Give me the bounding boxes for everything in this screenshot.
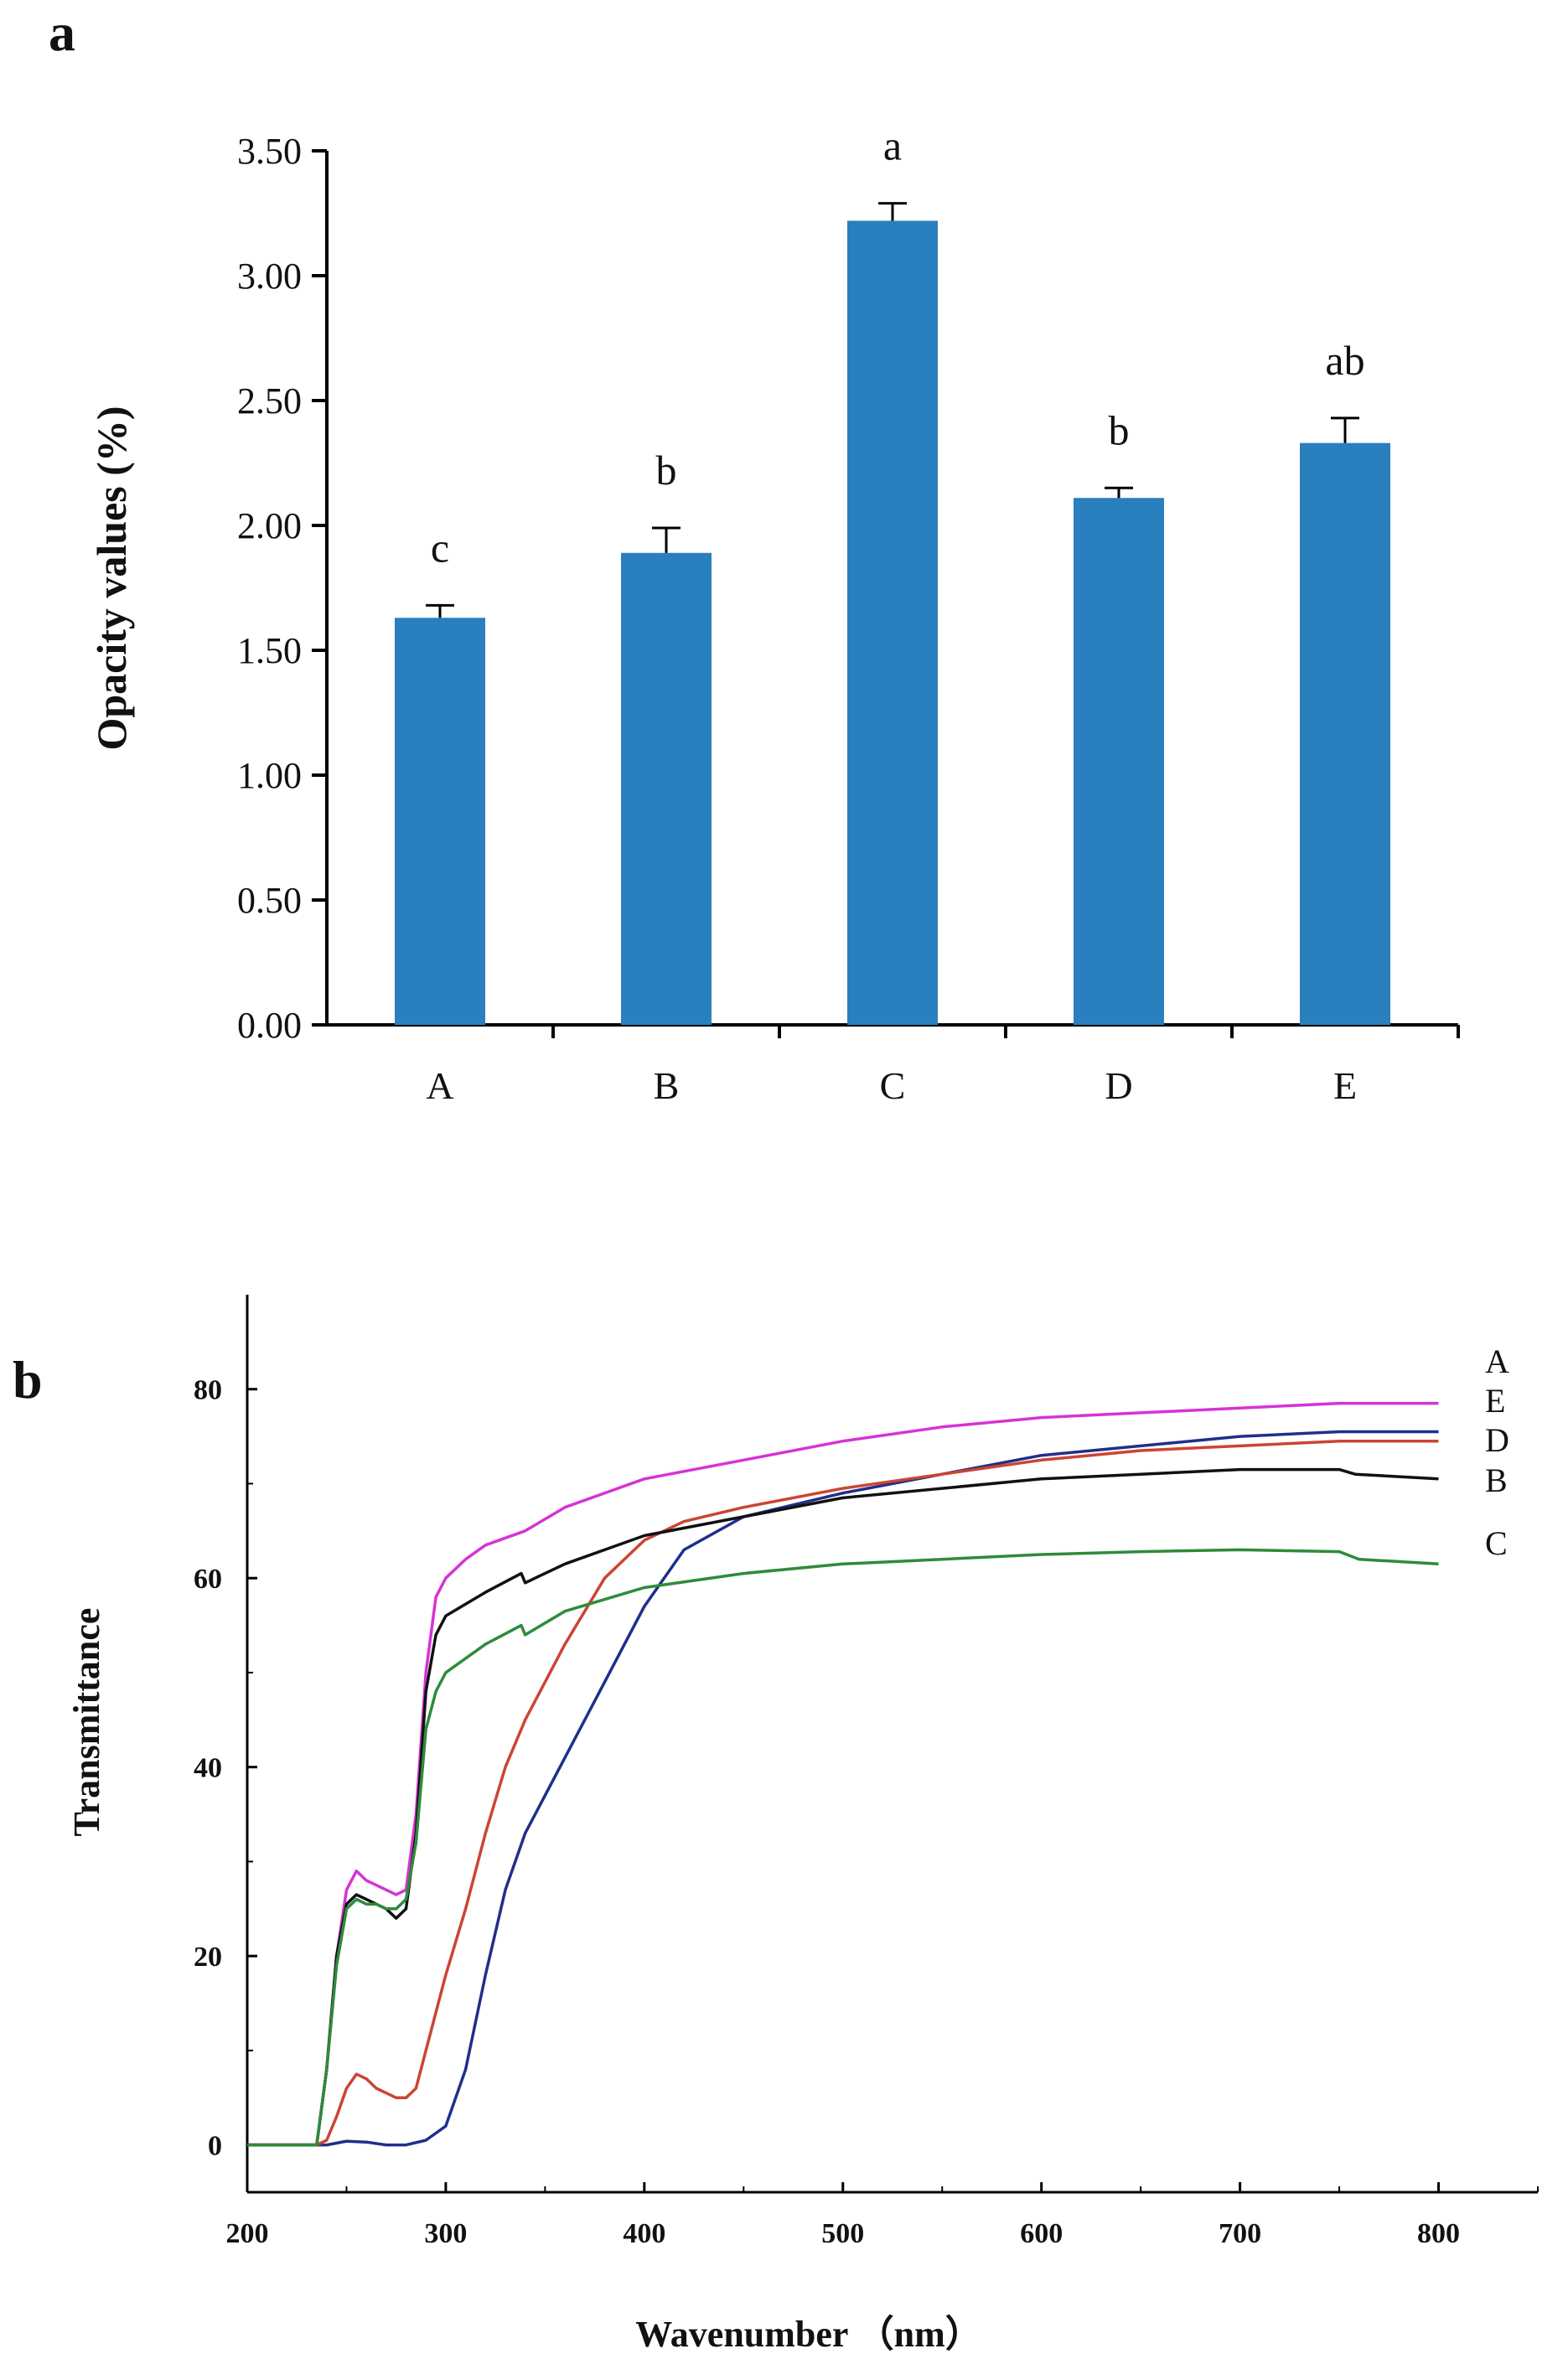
panel-b-series-label: D <box>1485 1421 1509 1459</box>
panel-a-significance-letter: c <box>431 524 449 571</box>
panel-b-y-tick-label: 0 <box>208 2131 222 2162</box>
panel-a-y-tick-label: 0.50 <box>237 880 302 921</box>
panel-b-series-line-e <box>247 1430 1439 2147</box>
panel-b-series-label: E <box>1485 1382 1505 1420</box>
panel-a-bar-b <box>621 552 712 1025</box>
panel-b-x-tick-label: 400 <box>623 2218 665 2249</box>
panel-b-axes: 0 20 40 60 80 200 300 400 500 600 700 800 <box>194 1295 1539 2249</box>
panel-a-y-tick-label: 1.50 <box>237 630 302 671</box>
panel-a-y-tick-label: 2.50 <box>237 380 302 422</box>
panel-b-x-tick-label: 700 <box>1219 2218 1261 2249</box>
panel-b-y-axis-title: Transmittance <box>66 1608 107 1837</box>
panel-a-significance-letter: ab <box>1325 337 1364 384</box>
panel-b-series-line-c <box>247 1548 1439 2147</box>
panel-b-series-line-b <box>247 1467 1439 2147</box>
panel-b-series-label: B <box>1485 1461 1508 1499</box>
panel-a-significance-letter: b <box>656 447 677 494</box>
panel-b-x-axis-title: Wavenumber （nm） <box>635 2314 982 2355</box>
panel-b-x-tick-label: 600 <box>1020 2218 1063 2249</box>
panel-b-series-line-a <box>247 1401 1439 2147</box>
panel-a-significance-letter: b <box>1109 406 1130 453</box>
panel-b-x-tick-label: 500 <box>821 2218 864 2249</box>
panel-a-y-tick-label: 3.00 <box>237 256 302 297</box>
panel-b-x-tick-label: 300 <box>424 2218 467 2249</box>
panel-a-y-tick-label: 3.50 <box>237 131 302 172</box>
panel-a-bar-c <box>847 220 938 1025</box>
panel-a-x-tick-label: C <box>880 1064 906 1107</box>
panel-b-series-line-d <box>247 1439 1439 2147</box>
panel-a-bar-e <box>1300 442 1390 1025</box>
panel-a-significance-letter: a <box>883 122 902 169</box>
panel-b-series-label: A <box>1485 1342 1509 1380</box>
panel-b-x-tick-label: 200 <box>226 2218 269 2249</box>
panel-b-label: b <box>13 1350 43 1410</box>
panel-a-bar-a <box>395 618 485 1025</box>
panel-a-label: a <box>49 3 75 62</box>
panel-b-series-label: C <box>1485 1524 1508 1562</box>
panel-a-axes: 0.00 0.50 1.00 1.50 2.00 2.50 3.00 3.50 A B C D E <box>237 131 1460 1107</box>
panel-a-bar-d <box>1074 498 1164 1025</box>
panel-a-y-axis-title: Opacity values (%) <box>88 406 135 750</box>
panel-b-y-tick-label: 80 <box>194 1375 222 1406</box>
panel-a-y-tick-label: 0.00 <box>237 1005 302 1046</box>
panel-a-x-tick-label: E <box>1333 1064 1357 1107</box>
panel-b-x-tick-label: 800 <box>1417 2218 1460 2249</box>
panel-a-x-tick-label: B <box>654 1064 680 1107</box>
panel-a-x-tick-label: D <box>1105 1064 1132 1107</box>
panel-a-y-tick-label: 1.00 <box>237 755 302 796</box>
panel-a-bar-chart: a Opacity values (%) 0.00 0.50 1.00 1.50 2.0… <box>49 3 1460 1107</box>
panel-a-y-tick-label: 2.00 <box>237 505 302 546</box>
panel-b-y-tick-label: 40 <box>194 1753 222 1784</box>
panel-b-y-tick-label: 60 <box>194 1564 222 1595</box>
panel-b-line-chart: b Transmittance Wavenumber （nm） 0 20 40 60 8… <box>13 1295 1539 2355</box>
panel-a-x-tick-label: A <box>426 1064 453 1107</box>
panel-b-y-tick-label: 20 <box>194 1942 222 1973</box>
